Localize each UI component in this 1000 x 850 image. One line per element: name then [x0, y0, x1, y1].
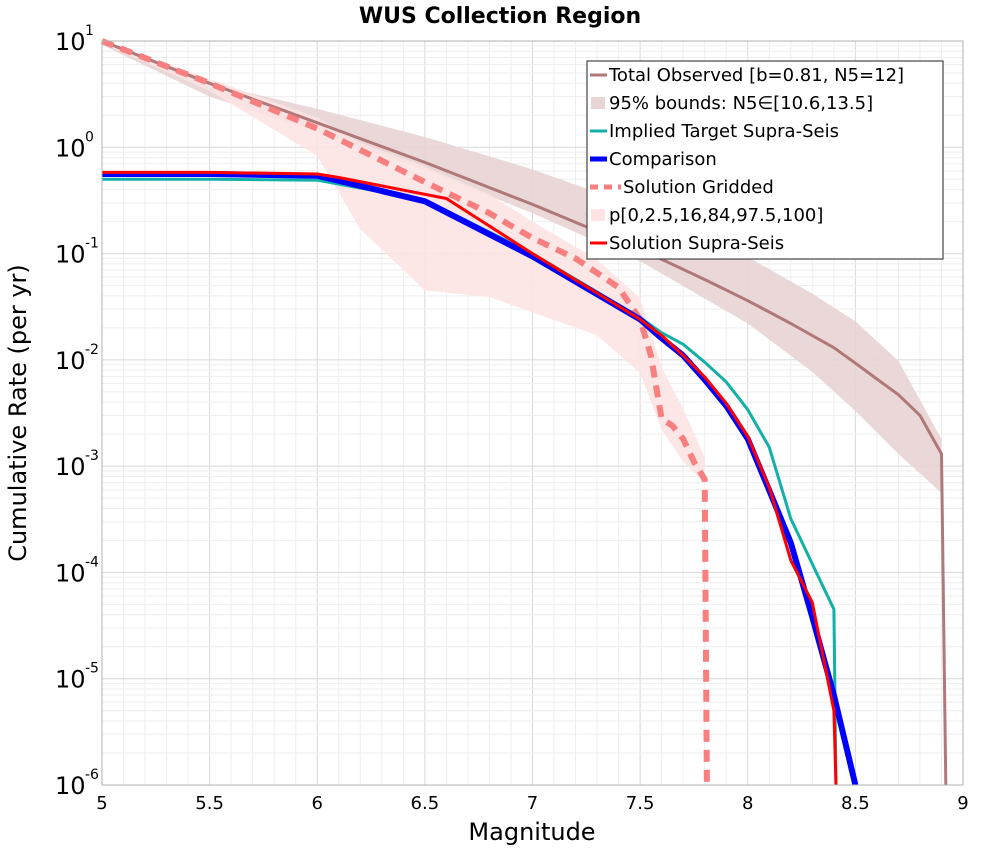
- y-tick-exponent: -4: [85, 554, 99, 570]
- series-line: [102, 170, 838, 786]
- y-axis-label: Cumulative Rate (per yr): [4, 264, 32, 562]
- y-tick-label: 10: [55, 666, 86, 694]
- x-tick-label: 6.5: [411, 793, 440, 814]
- uncertainty-bands: [102, 41, 942, 493]
- x-tick-label: 9: [957, 793, 968, 814]
- x-axis-ticks: 5 5.5 6 6.5 7 7.5 8 8.5 9: [96, 793, 968, 814]
- y-tick-label: 10: [55, 347, 86, 375]
- legend-label: p[0,2.5,16,84,97.5,100]: [609, 205, 823, 226]
- y-tick-exponent: -2: [85, 342, 99, 358]
- y-tick-exponent: -5: [85, 661, 99, 677]
- y-tick-label: 10: [55, 28, 86, 56]
- legend-label: Solution Supra-Seis: [609, 233, 784, 254]
- legend-label: Total Observed [b=0.81, N5=12]: [608, 65, 904, 86]
- y-tick-label: 10: [55, 772, 86, 800]
- plot-frame: [101, 40, 964, 786]
- legend-label: Solution Gridded: [623, 177, 774, 198]
- y-tick-label: 10: [55, 134, 86, 162]
- y-tick-exponent: -3: [85, 448, 99, 464]
- chart-title: WUS Collection Region: [359, 4, 641, 29]
- legend-box: [586, 60, 944, 260]
- x-tick-label: 6: [312, 793, 323, 814]
- x-axis-label: Magnitude: [468, 818, 595, 846]
- legend-swatch: [591, 209, 605, 221]
- legend-label: 95% bounds: N5∈[10.6,13.5]: [609, 93, 873, 114]
- y-tick-label: 10: [55, 559, 86, 587]
- x-tick-label: 7.5: [626, 793, 655, 814]
- legend-label: Implied Target Supra-Seis: [609, 121, 839, 142]
- y-tick-exponent: -6: [85, 767, 99, 783]
- y-tick-exponent: -1: [85, 236, 99, 252]
- legend: Total Observed [b=0.81, N5=12] 95% bounds…: [586, 60, 944, 260]
- y-tick-label: 10: [55, 453, 86, 481]
- x-tick-label: 8.5: [841, 793, 870, 814]
- x-tick-label: 5: [96, 793, 107, 814]
- legend-swatch: [591, 97, 605, 109]
- series-line: [101, 39, 948, 786]
- x-tick-label: 7: [527, 793, 538, 814]
- confidence-band: [102, 41, 705, 483]
- x-tick-label: 5.5: [195, 793, 224, 814]
- x-tick-label: 8: [742, 793, 753, 814]
- legend-label: Comparison: [609, 149, 717, 170]
- y-tick-exponent: 1: [85, 23, 94, 39]
- data-series: [100, 38, 948, 786]
- y-tick-label: 10: [55, 241, 86, 269]
- y-tick-exponent: 0: [85, 129, 94, 145]
